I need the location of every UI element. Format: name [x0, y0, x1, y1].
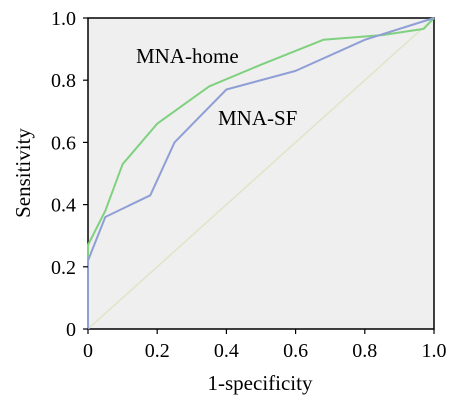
- y-axis-title: Sensitivity: [11, 128, 35, 218]
- x-axis-title: 1-specificity: [208, 371, 313, 395]
- x-tick-label: 0.4: [214, 340, 239, 362]
- series-layer: [87, 17, 435, 330]
- annotation-mna-home: MNA-home: [136, 44, 239, 68]
- series-line-mna-sf: [87, 17, 435, 329]
- y-tick-label: 1.0: [51, 8, 76, 30]
- x-tick-label: 1.0: [422, 340, 447, 362]
- series-line-mna-home: [87, 17, 435, 329]
- y-tick-label: 0: [66, 319, 76, 341]
- annotation-mna-sf: MNA-SF: [218, 106, 297, 130]
- y-tick-label: 0.4: [51, 195, 76, 217]
- y-tick-label: 0.8: [51, 70, 76, 92]
- y-axis-ticks: 0 0.2 0.4 0.6 0.8 1.0: [51, 8, 88, 341]
- y-tick-label: 0.6: [51, 132, 76, 154]
- x-tick-label: 0.8: [352, 340, 377, 362]
- x-tick-label: 0.2: [145, 340, 170, 362]
- reference-diagonal-line: [87, 17, 435, 330]
- x-tick-label: 0: [83, 340, 93, 362]
- x-tick-label: 0.6: [283, 340, 308, 362]
- x-axis-ticks: 0 0.2 0.4 0.6 0.8 1.0: [83, 329, 447, 362]
- y-tick-label: 0.2: [51, 257, 76, 279]
